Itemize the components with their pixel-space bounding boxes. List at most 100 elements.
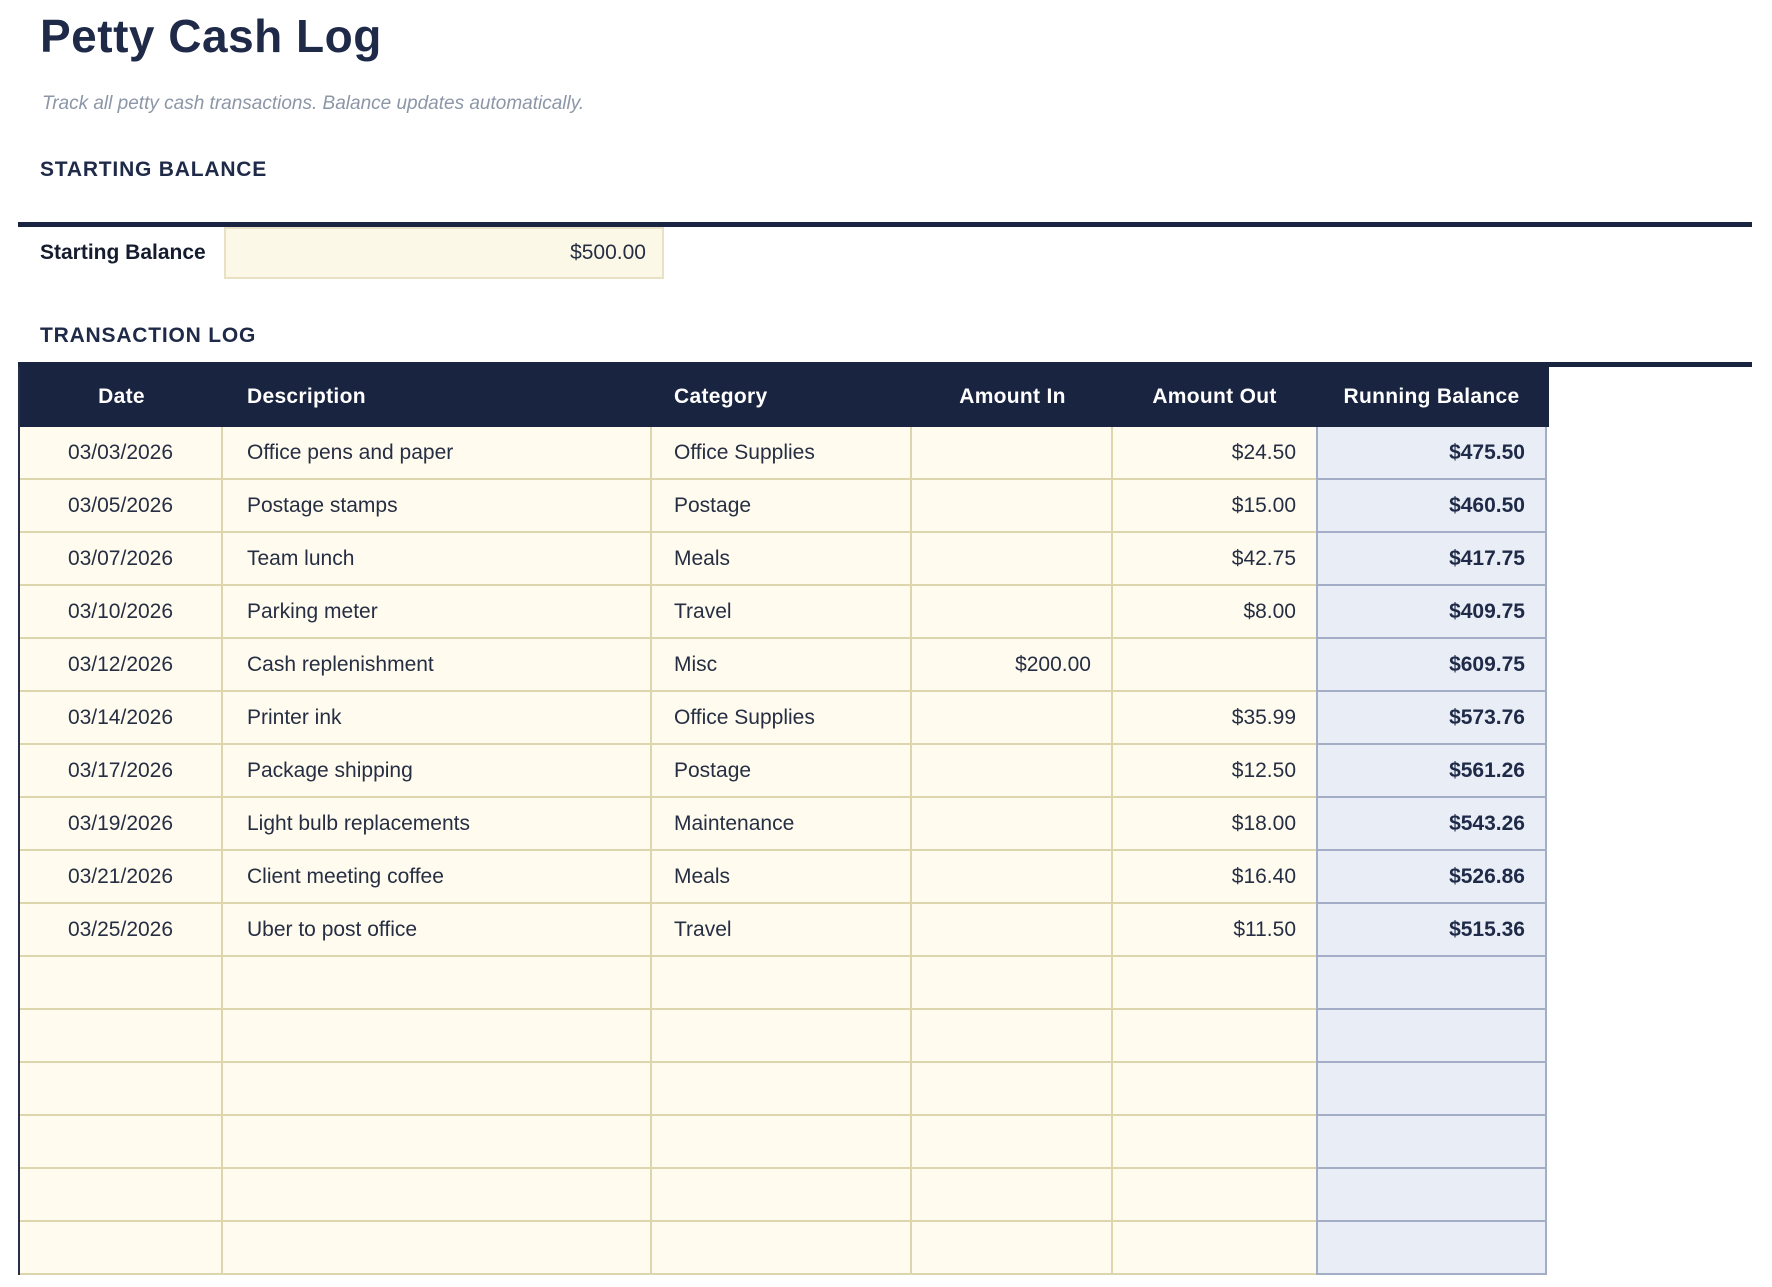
date-cell[interactable] xyxy=(20,1222,223,1275)
description-cell[interactable] xyxy=(223,957,652,1010)
column-header-description: Description xyxy=(247,385,366,408)
table-row: 03/17/2026 Package shipping Postage $12.… xyxy=(20,745,1549,798)
running-balance-cell: $573.76 xyxy=(1316,692,1547,745)
running-balance-cell: $526.86 xyxy=(1316,851,1547,904)
date-cell[interactable] xyxy=(20,957,223,1010)
category-cell[interactable] xyxy=(652,1063,912,1116)
transaction-rows: 03/03/2026 Office pens and paper Office … xyxy=(20,427,1549,1275)
amount-in-cell[interactable] xyxy=(912,1010,1113,1063)
table-row xyxy=(20,957,1549,1010)
category-cell[interactable]: Meals xyxy=(652,533,912,586)
date-cell[interactable]: 03/17/2026 xyxy=(20,745,223,798)
date-cell[interactable] xyxy=(20,1169,223,1222)
category-cell[interactable]: Misc xyxy=(652,639,912,692)
category-cell[interactable] xyxy=(652,957,912,1010)
amount-in-cell[interactable] xyxy=(912,586,1113,639)
amount-in-cell[interactable] xyxy=(912,533,1113,586)
column-header-running-balance: Running Balance xyxy=(1343,385,1520,408)
amount-in-cell[interactable] xyxy=(912,798,1113,851)
date-cell[interactable]: 03/05/2026 xyxy=(20,480,223,533)
date-cell[interactable]: 03/12/2026 xyxy=(20,639,223,692)
amount-out-cell[interactable]: $15.00 xyxy=(1113,480,1316,533)
description-cell[interactable]: Uber to post office xyxy=(223,904,652,957)
description-cell[interactable]: Postage stamps xyxy=(223,480,652,533)
category-cell[interactable] xyxy=(652,1010,912,1063)
amount-out-cell[interactable]: $16.40 xyxy=(1113,851,1316,904)
running-balance-cell: $409.75 xyxy=(1316,586,1547,639)
amount-in-cell[interactable] xyxy=(912,745,1113,798)
transaction-table: Date Description Category Amount In Amou… xyxy=(18,367,1549,1275)
description-cell[interactable]: Light bulb replacements xyxy=(223,798,652,851)
date-cell[interactable]: 03/03/2026 xyxy=(20,427,223,480)
category-cell[interactable]: Postage xyxy=(652,745,912,798)
category-cell[interactable]: Travel xyxy=(652,586,912,639)
category-cell[interactable]: Postage xyxy=(652,480,912,533)
description-cell[interactable]: Team lunch xyxy=(223,533,652,586)
starting-balance-input[interactable]: $500.00 xyxy=(224,227,664,279)
amount-out-cell[interactable]: $11.50 xyxy=(1113,904,1316,957)
description-cell[interactable] xyxy=(223,1222,652,1275)
description-cell[interactable]: Client meeting coffee xyxy=(223,851,652,904)
category-cell[interactable] xyxy=(652,1116,912,1169)
amount-in-cell[interactable] xyxy=(912,692,1113,745)
description-cell[interactable]: Cash replenishment xyxy=(223,639,652,692)
amount-out-cell[interactable]: $24.50 xyxy=(1113,427,1316,480)
description-cell[interactable] xyxy=(223,1169,652,1222)
amount-in-cell[interactable] xyxy=(912,1169,1113,1222)
amount-out-cell[interactable] xyxy=(1113,1222,1316,1275)
category-cell[interactable]: Office Supplies xyxy=(652,692,912,745)
amount-in-cell[interactable] xyxy=(912,1222,1113,1275)
date-cell[interactable]: 03/19/2026 xyxy=(20,798,223,851)
amount-out-cell[interactable] xyxy=(1113,1063,1316,1116)
amount-in-cell[interactable] xyxy=(912,1116,1113,1169)
running-balance-cell xyxy=(1316,1063,1547,1116)
amount-out-cell[interactable]: $8.00 xyxy=(1113,586,1316,639)
amount-in-cell[interactable] xyxy=(912,957,1113,1010)
amount-in-cell[interactable] xyxy=(912,1063,1113,1116)
description-cell[interactable] xyxy=(223,1116,652,1169)
amount-in-cell[interactable] xyxy=(912,427,1113,480)
category-cell[interactable]: Office Supplies xyxy=(652,427,912,480)
table-row: 03/21/2026 Client meeting coffee Meals $… xyxy=(20,851,1549,904)
description-cell[interactable]: Parking meter xyxy=(223,586,652,639)
date-cell[interactable] xyxy=(20,1063,223,1116)
amount-out-cell[interactable]: $42.75 xyxy=(1113,533,1316,586)
description-cell[interactable]: Printer ink xyxy=(223,692,652,745)
date-cell[interactable] xyxy=(20,1116,223,1169)
amount-out-cell[interactable] xyxy=(1113,957,1316,1010)
date-cell[interactable]: 03/07/2026 xyxy=(20,533,223,586)
amount-out-cell[interactable] xyxy=(1113,639,1316,692)
category-cell[interactable]: Maintenance xyxy=(652,798,912,851)
amount-in-cell[interactable] xyxy=(912,480,1113,533)
amount-out-cell[interactable] xyxy=(1113,1116,1316,1169)
date-cell[interactable]: 03/14/2026 xyxy=(20,692,223,745)
page-title: Petty Cash Log xyxy=(40,10,382,62)
category-cell[interactable] xyxy=(652,1222,912,1275)
category-cell[interactable] xyxy=(652,1169,912,1222)
amount-out-cell[interactable] xyxy=(1113,1169,1316,1222)
amount-out-cell[interactable]: $18.00 xyxy=(1113,798,1316,851)
amount-in-cell[interactable] xyxy=(912,904,1113,957)
running-balance-cell: $475.50 xyxy=(1316,427,1547,480)
page-subtitle: Track all petty cash transactions. Balan… xyxy=(42,93,585,114)
starting-balance-row: Starting Balance $500.00 xyxy=(18,227,1772,281)
amount-in-cell[interactable] xyxy=(912,851,1113,904)
description-cell[interactable] xyxy=(223,1063,652,1116)
description-cell[interactable] xyxy=(223,1010,652,1063)
amount-out-cell[interactable] xyxy=(1113,1010,1316,1063)
date-cell[interactable] xyxy=(20,1010,223,1063)
amount-in-cell[interactable]: $200.00 xyxy=(912,639,1113,692)
transaction-log-heading: TRANSACTION LOG xyxy=(40,324,257,347)
amount-out-cell[interactable]: $35.99 xyxy=(1113,692,1316,745)
table-top-border xyxy=(18,362,1752,367)
description-cell[interactable]: Package shipping xyxy=(223,745,652,798)
column-header-date: Date xyxy=(98,385,145,408)
category-cell[interactable]: Meals xyxy=(652,851,912,904)
date-cell[interactable]: 03/21/2026 xyxy=(20,851,223,904)
amount-out-cell[interactable]: $12.50 xyxy=(1113,745,1316,798)
description-cell[interactable]: Office pens and paper xyxy=(223,427,652,480)
category-cell[interactable]: Travel xyxy=(652,904,912,957)
date-cell[interactable]: 03/25/2026 xyxy=(20,904,223,957)
date-cell[interactable]: 03/10/2026 xyxy=(20,586,223,639)
